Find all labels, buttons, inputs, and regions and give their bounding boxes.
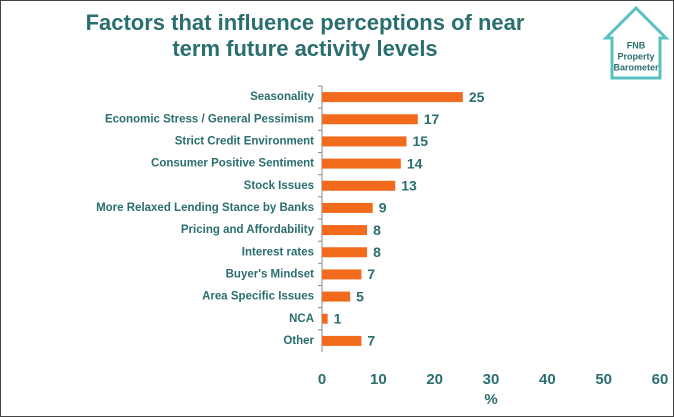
y-tick-label: Buyer's Mindset — [226, 268, 315, 280]
data-label: 13 — [401, 177, 417, 193]
logo-text: Barometer — [613, 62, 659, 72]
x-tick-label: 30 — [483, 371, 500, 388]
y-tick-label: NCA — [289, 313, 314, 325]
logo-text: FNB — [627, 40, 646, 50]
bar — [322, 136, 407, 147]
data-label: 8 — [373, 222, 381, 238]
logo: FNB Property Barometer — [602, 5, 670, 80]
x-tick-label: 60 — [652, 371, 669, 388]
y-tick-label: Other — [283, 335, 314, 347]
x-axis-label: % — [484, 391, 497, 408]
data-label: 25 — [469, 89, 485, 105]
x-tick-label: 20 — [426, 371, 443, 388]
y-tick-label: Consumer Positive Sentiment — [151, 158, 314, 170]
data-label: 1 — [334, 310, 342, 326]
bar — [322, 247, 368, 258]
y-tick-label: Stock Issues — [244, 180, 314, 192]
y-tick-label: Economic Stress / General Pessimism — [105, 113, 314, 125]
logo-text: Property — [617, 51, 654, 61]
logo-house — [602, 5, 670, 80]
bar — [322, 269, 362, 280]
bar — [322, 313, 328, 324]
data-label: 5 — [356, 288, 364, 304]
chart-title-line-1: Factors that influence perceptions of ne… — [86, 10, 525, 35]
data-label: 9 — [379, 200, 387, 216]
data-label: 7 — [367, 266, 375, 282]
y-tick-label: Area Specific Issues — [202, 291, 314, 303]
bar — [322, 158, 401, 169]
x-tick-label: 10 — [370, 371, 387, 388]
x-tick-label: 0 — [318, 371, 326, 388]
x-tick-label: 40 — [539, 371, 556, 388]
bar — [322, 180, 396, 191]
bar — [322, 202, 373, 213]
y-tick-label: More Relaxed Lending Stance by Banks — [96, 202, 314, 214]
bar — [322, 92, 463, 103]
bar — [322, 291, 351, 302]
bar — [322, 225, 368, 236]
data-label: 7 — [367, 333, 375, 349]
data-label: 17 — [424, 111, 440, 127]
data-label: 14 — [407, 155, 423, 171]
y-tick-label: Strict Credit Environment — [175, 135, 314, 147]
bar — [322, 335, 362, 346]
y-tick-label: Pricing and Affordability — [181, 224, 315, 236]
y-tick-label: Interest rates — [242, 246, 314, 258]
data-label: 15 — [413, 133, 429, 149]
y-tick-label: Seasonality — [250, 91, 315, 103]
bar — [322, 114, 418, 125]
chart-title-line-2: term future activity levels — [172, 36, 437, 61]
x-tick-label: 50 — [595, 371, 612, 388]
data-label: 8 — [373, 244, 381, 260]
